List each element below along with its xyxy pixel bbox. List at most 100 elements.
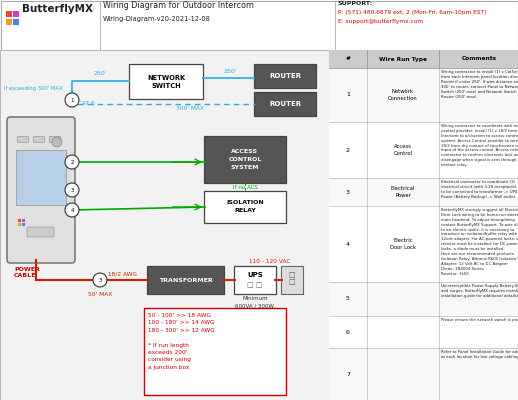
Text: 2: 2 — [70, 160, 74, 164]
Text: 50 - 100' >> 18 AWG
100 - 180' >> 14 AWG
180 - 300' >> 12 AWG

* If run length
e: 50 - 100' >> 18 AWG 100 - 180' >> 14 AWG… — [148, 313, 215, 370]
FancyBboxPatch shape — [22, 222, 25, 226]
Text: Network
Connection: Network Connection — [388, 89, 418, 101]
Text: Uninterruptible Power Supply Battery Backup. To prevent voltage drops
and surges: Uninterruptible Power Supply Battery Bac… — [441, 284, 518, 298]
Text: Electrical
Power: Electrical Power — [391, 186, 415, 198]
Text: E: support@butterflymx.com: E: support@butterflymx.com — [338, 19, 423, 24]
Text: SUPPORT:: SUPPORT: — [338, 1, 373, 6]
FancyBboxPatch shape — [129, 64, 203, 99]
FancyBboxPatch shape — [234, 266, 276, 294]
Circle shape — [93, 273, 107, 287]
FancyBboxPatch shape — [7, 117, 75, 263]
FancyBboxPatch shape — [204, 191, 286, 223]
Text: 300' MAX: 300' MAX — [176, 106, 204, 111]
FancyBboxPatch shape — [27, 227, 54, 237]
Text: ISOLATION: ISOLATION — [226, 200, 264, 204]
Text: If no ACS: If no ACS — [233, 185, 257, 190]
FancyBboxPatch shape — [254, 64, 316, 88]
FancyBboxPatch shape — [18, 218, 21, 222]
Circle shape — [65, 183, 79, 197]
Text: 1: 1 — [70, 98, 74, 102]
Text: 3: 3 — [346, 190, 350, 194]
FancyBboxPatch shape — [329, 178, 518, 206]
Circle shape — [65, 203, 79, 217]
Text: Please ensure the network switch is properly grounded.: Please ensure the network switch is prop… — [441, 318, 518, 322]
Text: P: (571) 480.6879 ext. 2 (Mon-Fri, 6am-10pm EST): P: (571) 480.6879 ext. 2 (Mon-Fri, 6am-1… — [338, 10, 486, 15]
Text: CABLE: CABLE — [14, 273, 36, 278]
Circle shape — [52, 137, 62, 147]
Text: ROUTER: ROUTER — [269, 73, 301, 79]
FancyBboxPatch shape — [0, 50, 329, 400]
Text: TRANSFORMER: TRANSFORMER — [159, 278, 212, 282]
Text: 110 - 120 VAC: 110 - 120 VAC — [249, 259, 291, 264]
Text: 2: 2 — [346, 148, 350, 152]
Text: 1: 1 — [346, 92, 350, 98]
FancyBboxPatch shape — [329, 50, 518, 400]
Text: 250': 250' — [223, 69, 237, 74]
Text: 250': 250' — [93, 71, 107, 76]
Text: Refer to Panel Installation Guide for additional details. Leave 6' service loop
: Refer to Panel Installation Guide for ad… — [441, 350, 518, 359]
Text: 18/2 AWG: 18/2 AWG — [108, 272, 137, 277]
FancyBboxPatch shape — [16, 150, 66, 205]
Text: ACCESS: ACCESS — [232, 149, 258, 154]
FancyBboxPatch shape — [50, 136, 61, 142]
Text: Wire Run Type: Wire Run Type — [379, 56, 427, 62]
Text: 4: 4 — [346, 242, 350, 246]
FancyBboxPatch shape — [281, 266, 303, 294]
FancyBboxPatch shape — [13, 18, 19, 25]
FancyBboxPatch shape — [18, 222, 21, 226]
FancyBboxPatch shape — [1, 0, 517, 50]
Text: 50' MAX: 50' MAX — [88, 292, 112, 297]
Text: NETWORK: NETWORK — [147, 74, 185, 80]
FancyBboxPatch shape — [204, 136, 286, 183]
Text: CAT 6: CAT 6 — [78, 101, 95, 106]
Text: □ □: □ □ — [247, 282, 263, 288]
Text: ButterflyMX strongly suggest all Electrical
Door Lock wiring to be home-run dire: ButterflyMX strongly suggest all Electri… — [441, 208, 518, 276]
Text: If exceeding 300' MAX: If exceeding 300' MAX — [4, 86, 63, 91]
Circle shape — [65, 155, 79, 169]
Text: SYSTEM: SYSTEM — [231, 165, 259, 170]
Text: 5: 5 — [346, 296, 350, 302]
FancyBboxPatch shape — [6, 10, 12, 17]
Text: Minimum: Minimum — [242, 296, 268, 301]
Text: Wiring Diagram for Outdoor Intercom: Wiring Diagram for Outdoor Intercom — [103, 1, 254, 10]
Text: CONTROL: CONTROL — [228, 157, 262, 162]
Text: SWITCH: SWITCH — [151, 82, 181, 88]
Text: Electrical contractor to coordinate (1)
electrical circuit (with 3-20 receptacle: Electrical contractor to coordinate (1) … — [441, 180, 518, 199]
FancyBboxPatch shape — [329, 282, 518, 316]
Text: Wiring contractor to coordinate with access
control provider, install (1) x 18/2: Wiring contractor to coordinate with acc… — [441, 124, 518, 167]
FancyBboxPatch shape — [13, 10, 19, 17]
Text: POWER: POWER — [14, 267, 40, 272]
Text: RELAY: RELAY — [234, 208, 256, 214]
FancyBboxPatch shape — [329, 122, 518, 178]
Text: #: # — [346, 56, 350, 62]
FancyBboxPatch shape — [34, 136, 45, 142]
FancyBboxPatch shape — [18, 136, 28, 142]
Text: 3: 3 — [98, 278, 102, 282]
FancyBboxPatch shape — [329, 206, 518, 282]
FancyBboxPatch shape — [22, 218, 25, 222]
Text: ROUTER: ROUTER — [269, 101, 301, 107]
FancyBboxPatch shape — [144, 308, 286, 395]
FancyBboxPatch shape — [329, 316, 518, 348]
Text: 6: 6 — [346, 330, 350, 334]
Text: ButterflyMX: ButterflyMX — [22, 4, 93, 14]
Text: Comments: Comments — [462, 56, 497, 62]
Text: Electric
Door Lock: Electric Door Lock — [390, 238, 416, 250]
FancyBboxPatch shape — [147, 266, 224, 294]
Text: 4: 4 — [70, 208, 74, 212]
Text: UPS: UPS — [247, 272, 263, 278]
Text: 3: 3 — [70, 188, 74, 192]
FancyBboxPatch shape — [329, 68, 518, 122]
Text: 7: 7 — [346, 372, 350, 376]
Circle shape — [65, 93, 79, 107]
Text: Access
Control: Access Control — [394, 144, 412, 156]
Text: 600VA / 300W: 600VA / 300W — [236, 303, 275, 308]
Text: Wiring-Diagram-v20-2021-12-08: Wiring-Diagram-v20-2021-12-08 — [103, 16, 211, 22]
FancyBboxPatch shape — [6, 18, 12, 25]
FancyBboxPatch shape — [329, 348, 518, 400]
Text: □
□: □ □ — [289, 272, 295, 286]
FancyBboxPatch shape — [329, 50, 518, 68]
FancyBboxPatch shape — [254, 92, 316, 116]
Text: Wiring contractor to install (1) x Cat5e/Cat6
from each Intercom panel location : Wiring contractor to install (1) x Cat5e… — [441, 70, 518, 98]
